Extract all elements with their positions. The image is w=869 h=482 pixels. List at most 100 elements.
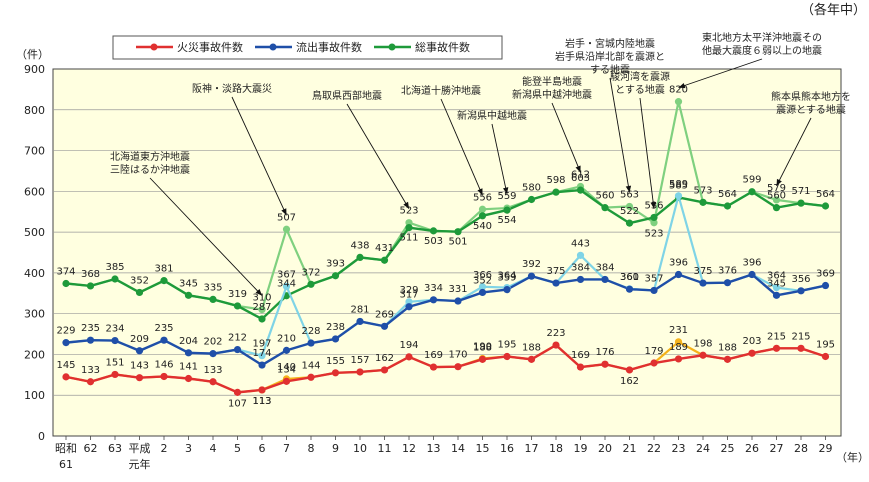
plot-area — [52, 68, 842, 437]
point-total — [356, 253, 364, 261]
x-tick-label: 9 — [332, 442, 339, 455]
annotation-arrow — [231, 96, 287, 216]
legend-marker-fire — [150, 43, 158, 51]
data-label-fire: 151 — [105, 357, 124, 368]
data-label-total: 511 — [399, 233, 418, 244]
x-tick-label: 6 — [259, 442, 266, 455]
point-fire — [723, 355, 732, 363]
data-label-total-alt: 556 — [473, 192, 492, 203]
data-label-fire-alt: 140 — [277, 362, 296, 373]
data-label-spill: 360 — [620, 272, 639, 283]
data-label-total: 372 — [301, 267, 320, 278]
data-label-total: 573 — [693, 185, 712, 196]
y-tick-label: 400 — [24, 267, 45, 280]
point-spill — [233, 345, 242, 354]
x-tick-label: 22 — [647, 442, 661, 455]
data-label-spill: 396 — [669, 258, 688, 269]
data-label-fire: 169 — [424, 350, 443, 361]
point-total-alt — [650, 219, 658, 227]
data-label-fire: 188 — [473, 342, 492, 353]
point-spill — [772, 291, 781, 299]
annotation-arrowhead — [255, 289, 262, 296]
data-label-fire: 188 — [522, 342, 541, 353]
point-fire — [699, 351, 707, 359]
point-fire — [821, 352, 830, 361]
point-total — [429, 227, 438, 235]
data-label-fire: 157 — [350, 355, 369, 366]
point-fire — [772, 344, 781, 352]
annotation-arrowhead — [678, 82, 686, 89]
point-total — [625, 219, 634, 227]
data-label-fire: 133 — [81, 365, 100, 376]
point-fire — [258, 386, 266, 394]
annotation-text: 駿河湾を震源 — [610, 70, 670, 83]
legend-marker-total — [388, 43, 396, 51]
point-total — [86, 282, 95, 290]
annotation-arrowhead — [403, 201, 409, 209]
legend-label-spill: 流出事故件数 — [296, 40, 362, 54]
x-tick-label: 15 — [476, 442, 490, 455]
point-spill — [331, 335, 340, 343]
data-label-spill: 392 — [522, 259, 541, 270]
data-label-total: 503 — [424, 236, 443, 247]
point-spill — [160, 336, 168, 344]
annotation-text: 阪神・淡路大震災 — [192, 82, 272, 95]
point-spill — [674, 270, 683, 279]
x-tick-label: 13 — [427, 442, 441, 455]
point-spill — [184, 349, 193, 357]
annotation-text: 三陸はるか沖地震 — [110, 163, 190, 176]
x-axis-unit: （年） — [836, 450, 869, 464]
point-fire — [282, 377, 291, 385]
data-label-spill: 375 — [546, 266, 565, 277]
x-tick-label: 28 — [794, 442, 808, 455]
data-label-spill: 269 — [375, 309, 394, 320]
x-tick-label: 19 — [574, 442, 588, 455]
data-label-fire: 223 — [546, 328, 565, 339]
data-label-total-alt: 523 — [644, 229, 663, 240]
series-line-total — [65, 188, 826, 321]
data-label-spill: 229 — [56, 326, 75, 337]
point-spill-alt — [478, 283, 487, 291]
point-total-alt — [625, 202, 634, 211]
annotation-text: 熊本県熊本地方を — [771, 90, 851, 103]
data-label-spill: 369 — [816, 269, 835, 280]
data-label-spill: 212 — [228, 333, 247, 344]
x-tick-label: 61 — [59, 458, 73, 471]
data-label-total-alt: 563 — [620, 189, 639, 200]
annotation-text: 北海道十勝沖地震 — [401, 84, 481, 97]
point-total — [797, 199, 805, 207]
x-tick-label: 5 — [234, 442, 241, 455]
x-tick-label: 12 — [402, 442, 416, 455]
point-fire — [62, 373, 70, 381]
data-label-spill: 345 — [767, 278, 786, 289]
point-fire — [111, 370, 119, 379]
data-label-spill-alt: 197 — [252, 339, 271, 350]
point-spill — [699, 279, 707, 287]
annotation-arrowhead — [575, 165, 581, 173]
point-total — [233, 302, 242, 310]
data-label-total: 501 — [448, 237, 467, 248]
point-fire — [478, 355, 487, 363]
data-label-total: 571 — [791, 186, 810, 197]
data-label-fire: 169 — [571, 350, 590, 361]
y-tick-label: 500 — [24, 226, 45, 239]
annotation-arrow — [491, 123, 508, 195]
data-label-spill: 210 — [277, 333, 296, 344]
data-label-spill: 317 — [399, 290, 418, 301]
point-spill — [503, 286, 511, 294]
data-label-total-alt: 559 — [497, 191, 516, 202]
point-total — [135, 288, 144, 297]
point-fire — [527, 355, 536, 363]
point-total — [478, 212, 487, 220]
point-total — [772, 204, 781, 212]
data-label-fire: 188 — [718, 342, 737, 353]
point-spill — [307, 339, 315, 347]
point-spill — [258, 361, 266, 369]
x-tick-label: 昭和 — [55, 442, 77, 455]
data-label-total: 522 — [620, 206, 639, 217]
point-total — [62, 279, 70, 288]
point-fire — [503, 352, 511, 361]
data-label-fire: 113 — [252, 396, 271, 407]
point-fire — [331, 369, 340, 377]
